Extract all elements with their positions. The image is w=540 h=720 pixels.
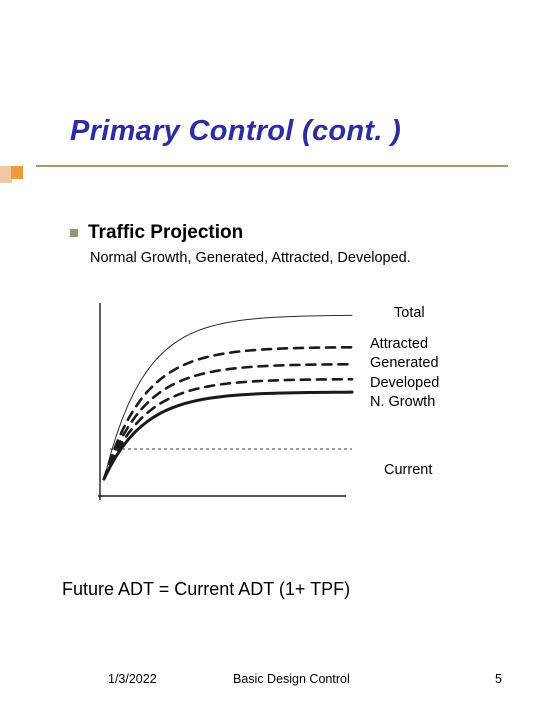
slide-title: Primary Control (cont. ) [70, 115, 401, 148]
label-total: Total [394, 304, 439, 324]
label-developed: Developed [370, 374, 439, 394]
label-current: Current [384, 461, 439, 481]
slide: Primary Control (cont. ) Traffic Project… [0, 0, 540, 720]
accent-graphic [0, 166, 34, 184]
footer: 1/3/2022 Basic Design Control 5 [0, 672, 540, 690]
section-heading-row: Traffic Projection [70, 222, 243, 244]
projection-chart [98, 301, 358, 521]
label-ngrowth: N. Growth [370, 393, 439, 413]
footer-title: Basic Design Control [233, 672, 350, 686]
section-heading: Traffic Projection [88, 222, 243, 244]
footer-page: 5 [495, 672, 502, 686]
label-attracted: Attracted [370, 335, 439, 355]
chart-labels: Total Attracted Generated Developed N. G… [370, 300, 439, 480]
section-subheading: Normal Growth, Generated, Attracted, Dev… [90, 250, 411, 266]
label-generated: Generated [370, 354, 439, 374]
formula-text: Future ADT = Current ADT (1+ TPF) [62, 579, 350, 600]
title-underline [36, 165, 508, 167]
footer-date: 1/3/2022 [108, 672, 157, 686]
bullet-icon [70, 229, 78, 237]
